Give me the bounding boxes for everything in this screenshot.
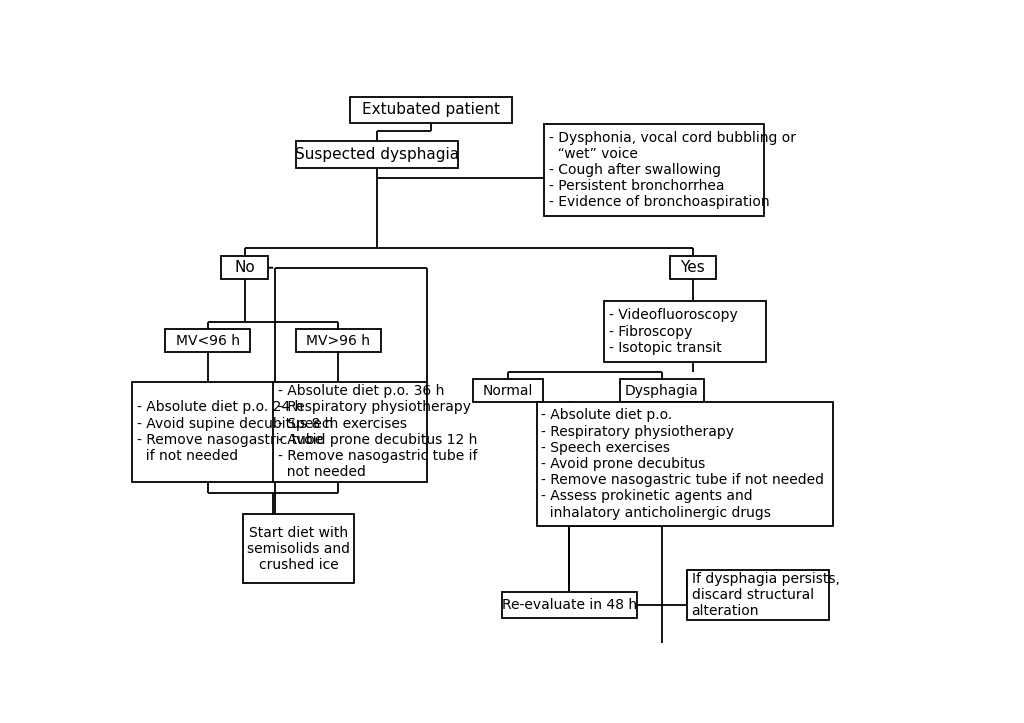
Bar <box>273 382 427 482</box>
Text: - Absolute diet p.o.
- Respiratory physiotherapy
- Speech exercises
- Avoid pron: - Absolute diet p.o. - Respiratory physi… <box>542 408 824 520</box>
Text: If dysphagia persists,
discard structural
alteration: If dysphagia persists, discard structura… <box>691 572 840 618</box>
Bar <box>243 514 354 583</box>
Text: - Videofluoroscopy
- Fibroscopy
- Isotopic transit: - Videofluoroscopy - Fibroscopy - Isotop… <box>608 309 737 355</box>
Text: No: No <box>234 260 255 275</box>
Text: - Absolute diet p.o. 24 h
- Avoid supine decubitus 8 h
- Remove nasogastric tube: - Absolute diet p.o. 24 h - Avoid supine… <box>137 401 334 463</box>
Text: MV>96 h: MV>96 h <box>306 334 371 348</box>
Bar <box>350 97 512 123</box>
Bar <box>537 403 834 526</box>
Bar <box>670 256 716 279</box>
Bar <box>502 592 637 618</box>
Text: Start diet with
semisolids and
crushed ice: Start diet with semisolids and crushed i… <box>247 526 350 572</box>
Text: - Dysphonia, vocal cord bubbling or
  “wet” voice
- Cough after swallowing
- Per: - Dysphonia, vocal cord bubbling or “wet… <box>549 131 796 210</box>
Bar <box>165 329 250 352</box>
Bar <box>473 380 543 403</box>
Bar <box>604 301 766 362</box>
Text: Suspected dysphagia: Suspected dysphagia <box>295 147 459 162</box>
Bar <box>620 380 705 403</box>
Bar <box>687 570 829 620</box>
Bar <box>545 124 764 216</box>
Text: Yes: Yes <box>680 260 706 275</box>
Bar <box>221 256 267 279</box>
Text: MV<96 h: MV<96 h <box>175 334 240 348</box>
Bar <box>296 142 458 168</box>
Text: Normal: Normal <box>482 384 534 398</box>
Bar <box>296 329 381 352</box>
Text: Re-evaluate in 48 h: Re-evaluate in 48 h <box>502 598 637 612</box>
Bar <box>132 382 274 482</box>
Text: - Absolute diet p.o. 36 h
- Respiratory physiotherapy
- Speech exercises
- Avoid: - Absolute diet p.o. 36 h - Respiratory … <box>278 384 477 479</box>
Text: Extubated patient: Extubated patient <box>361 103 500 117</box>
Text: Dysphagia: Dysphagia <box>625 384 698 398</box>
